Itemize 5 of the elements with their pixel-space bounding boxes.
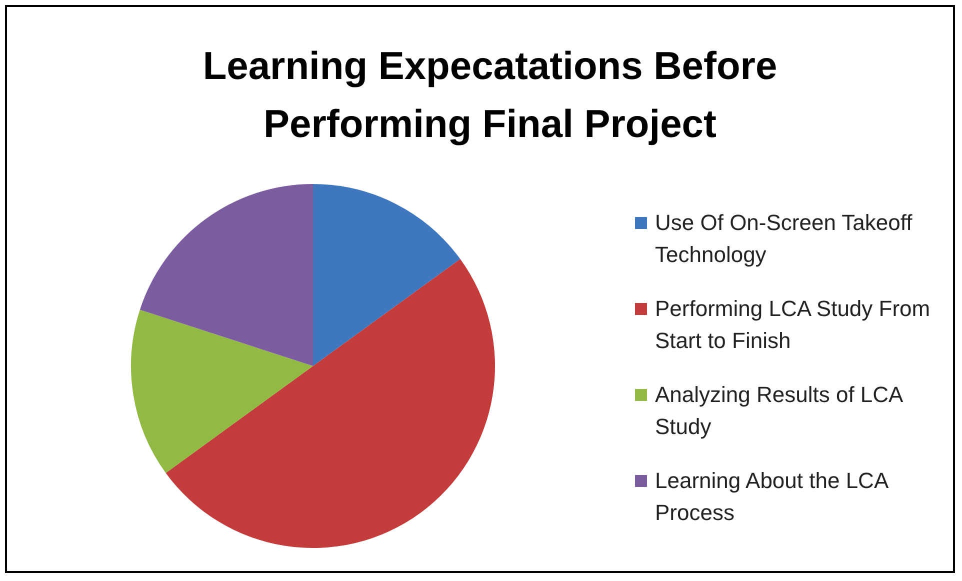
- legend-label: Use Of On-Screen Takeoff Technology: [655, 209, 914, 269]
- legend-label: Learning About the LCA Process: [655, 467, 889, 527]
- legend-label: Analyzing Results of LCA Study: [655, 381, 904, 441]
- legend-label: Performing LCA Study From Start to Finish: [655, 295, 932, 355]
- chart-title: Learning Expecatations Before Performing Final Project: [202, 44, 778, 148]
